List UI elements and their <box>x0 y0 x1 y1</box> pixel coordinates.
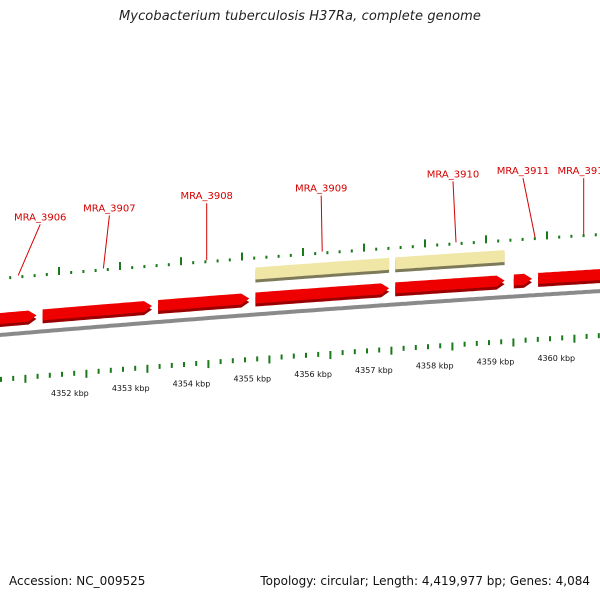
gene-arrow <box>538 269 600 284</box>
gene-label: MRA_3912 <box>557 166 600 177</box>
gene-leader-line <box>452 181 457 243</box>
accession-label: Accession: NC_009525 <box>9 574 146 588</box>
gene-label: MRA_3910 <box>427 169 479 180</box>
gene-leader-line <box>320 195 323 252</box>
gene-arrow <box>395 275 505 294</box>
gene-track <box>0 269 600 327</box>
kbp-label: 4353 kbp <box>112 384 150 393</box>
gene-leader-line <box>17 224 41 276</box>
kbp-label: 4357 kbp <box>355 366 393 375</box>
kbp-label-group: 4352 kbp 4353 kbp 4354 kbp 4355 kbp 4356 kbp… <box>51 354 575 398</box>
gene-arrow <box>513 273 532 286</box>
gene-arrow <box>255 283 390 304</box>
kbp-label: 4354 kbp <box>173 379 211 388</box>
kbp-label: 4352 kbp <box>51 389 89 398</box>
gene-leader-line <box>522 178 536 238</box>
inner-tick-ring <box>0 333 600 383</box>
gene-leader-line <box>102 215 110 269</box>
gene-label: MRA_3908 <box>180 191 232 202</box>
pseudogene-track <box>255 250 505 283</box>
gene-arrow <box>0 310 37 324</box>
genome-backbone <box>0 289 600 338</box>
kbp-label: 4359 kbp <box>477 358 515 367</box>
kbp-label: 4358 kbp <box>416 362 454 371</box>
outer-tick-ring <box>9 231 597 280</box>
pseudogene-block <box>255 257 390 280</box>
gene-arrow <box>158 293 250 311</box>
genome-summary: Topology: circular; Length: 4,419,977 bp… <box>260 574 590 588</box>
kbp-label: 4360 kbp <box>537 354 575 363</box>
pseudogene-block <box>395 250 505 270</box>
kbp-label: 4356 kbp <box>294 370 332 379</box>
gene-label: MRA_3906 <box>14 212 66 223</box>
gene-label-group: MRA_3906 MRA_3907 MRA_3908 MRA_3909 MRA_3910… <box>14 166 600 276</box>
gene-label: MRA_3907 <box>83 203 135 214</box>
gene-label: MRA_3909 <box>295 184 347 195</box>
kbp-label: 4355 kbp <box>233 375 271 384</box>
gene-label: MRA_3911 <box>497 166 549 177</box>
gene-arrow <box>42 301 152 321</box>
genome-title: Mycobacterium tuberculosis H37Ra, comple… <box>118 9 482 24</box>
